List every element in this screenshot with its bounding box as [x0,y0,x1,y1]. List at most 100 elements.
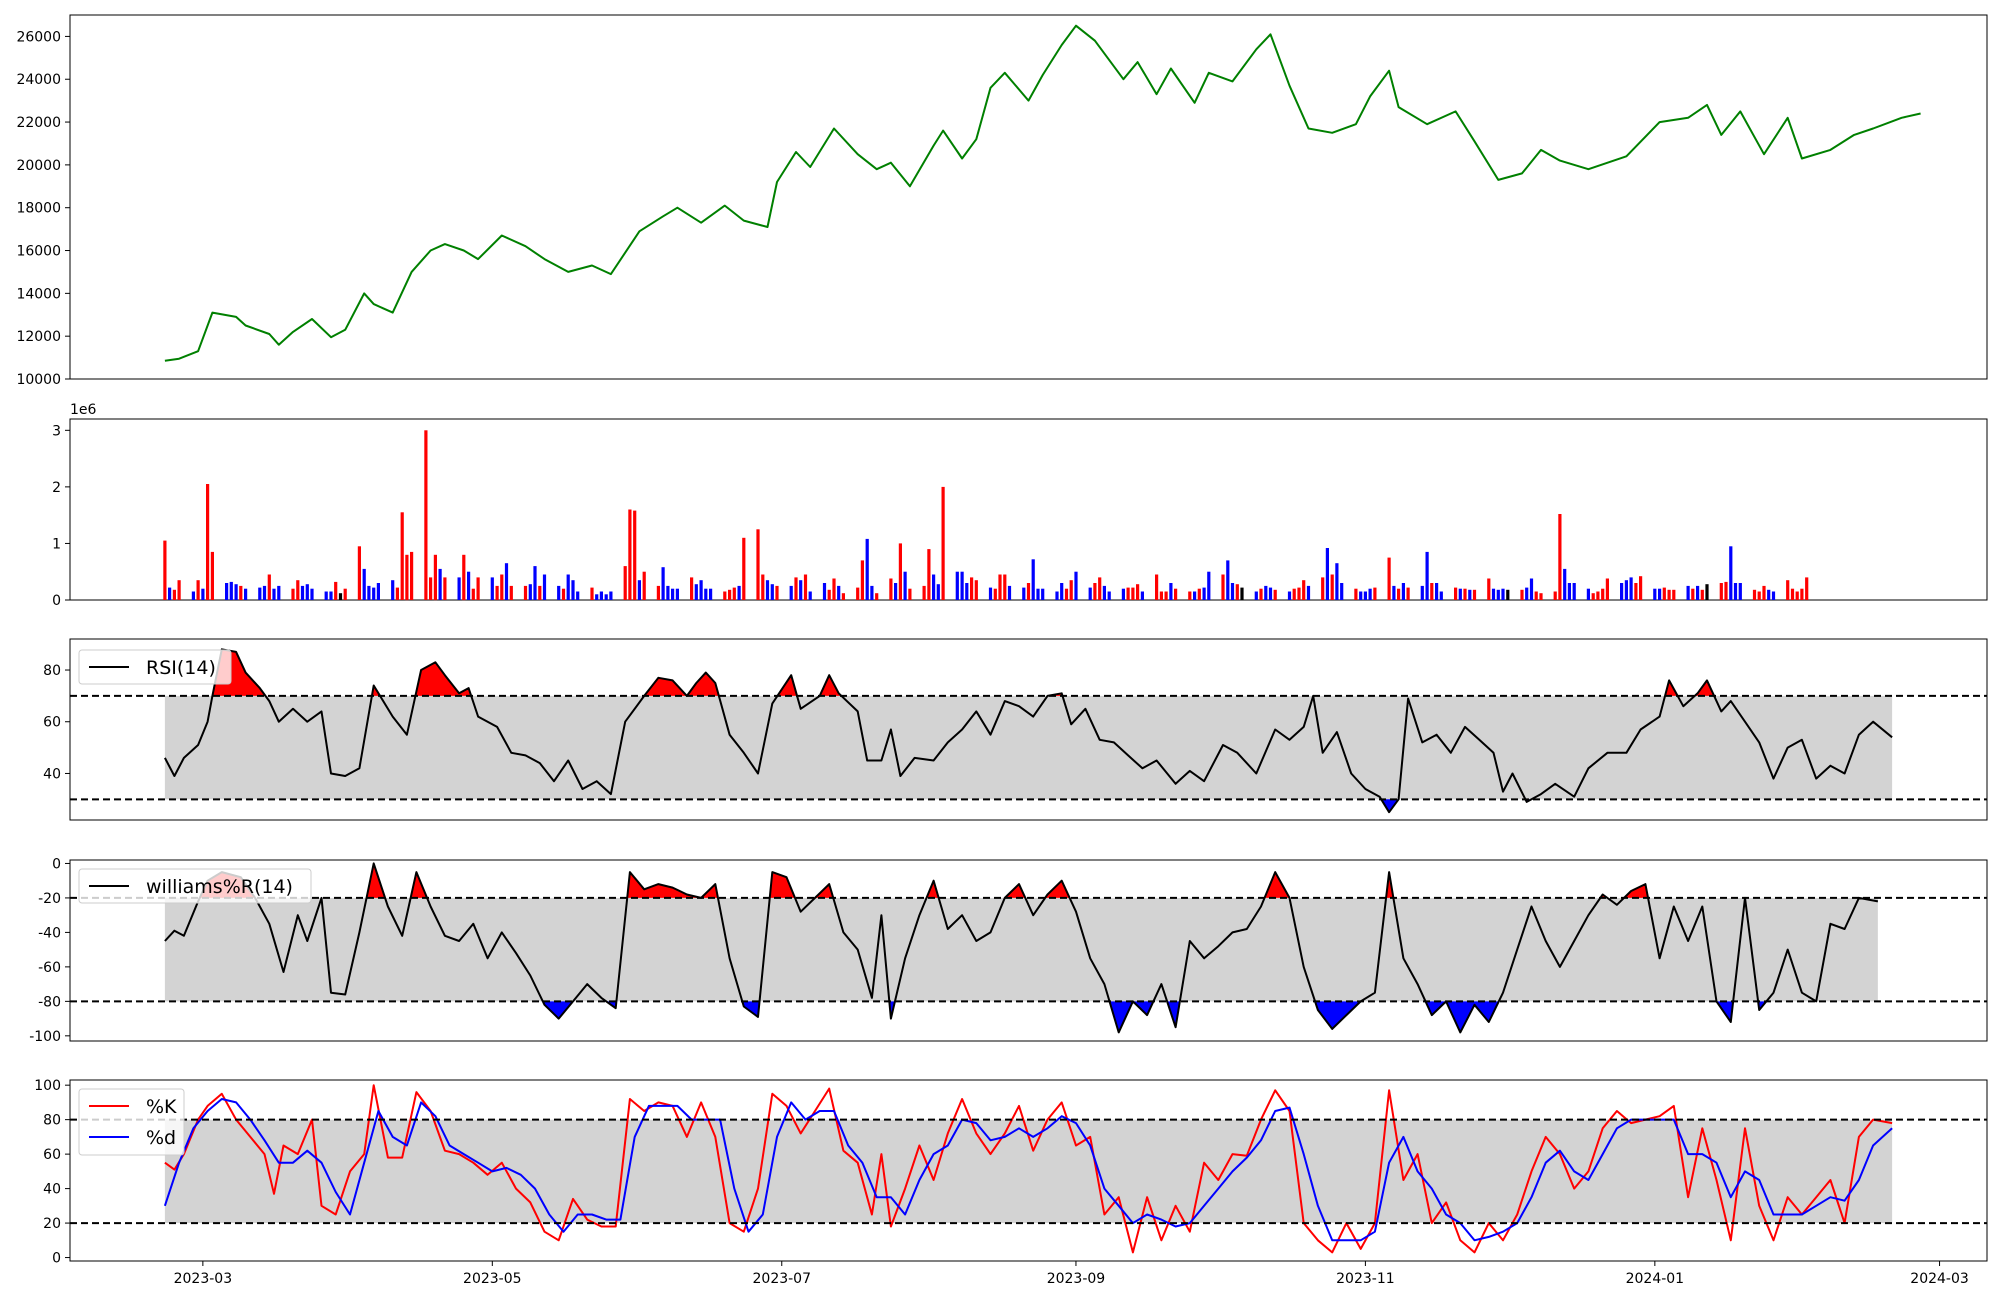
volume-bar-131 [1031,559,1035,600]
volume-bar-60 [561,588,566,600]
x-tick-label-0: 2023-03 [174,1271,233,1287]
price-series [164,24,1921,362]
volume-bar-99 [822,583,827,600]
volume-bar-162 [1235,584,1239,600]
volume-bar-45 [462,554,466,601]
volume-bar-175 [1325,548,1329,600]
williams-series [164,862,1879,1034]
williams-y-axis-tick-label-3: -40 [38,925,61,941]
volume-bar-235 [1724,581,1728,600]
volume-bar-29 [357,546,361,600]
volume-bar-143 [1107,591,1111,600]
volume-bar-187 [1401,583,1405,600]
volume-bar-111 [898,543,902,600]
volume-bar-114 [922,585,926,600]
volume-bar-174 [1321,577,1325,600]
volume-bar-40 [429,577,433,600]
volume-bars [163,430,1809,601]
volume-bar-202 [1501,588,1505,600]
rsi-y-axis-tick-label-2: 80 [43,663,61,679]
x-tick-label-1: 2023-05 [463,1271,522,1287]
volume-bar-139 [1088,587,1092,600]
volume-bar-158 [1207,571,1211,600]
volume-bar-246 [1795,591,1799,600]
volume-bar-231 [1696,585,1700,600]
volume-bar-37 [405,554,409,601]
volume-bar-247 [1800,588,1804,600]
volume-bar-90 [761,574,765,600]
volume-bar-203 [1506,589,1510,600]
volume-bar-138 [1074,571,1078,600]
volume-bar-27 [338,593,343,600]
volume-bar-112 [903,571,907,600]
volume-bar-151 [1164,591,1168,600]
rsi-band-fill [164,695,1893,800]
volume-bar-108 [875,593,879,600]
stochastic-legend-label-k: %K [146,1096,177,1118]
volume-bar-214 [1586,588,1590,600]
volume-bar-107 [870,585,874,600]
volume-bar-248 [1805,577,1809,600]
stochastic-y-axis-tick-label-2: 40 [43,1182,61,1198]
volume-bar-75 [661,567,665,600]
volume-offset-label: 1e6 [70,402,97,418]
volume-bar-149 [1155,574,1159,600]
volume-bar-105 [860,560,864,600]
volume-bar-242 [1767,589,1771,600]
stochastic-d-line [163,1098,1893,1242]
panel-stochastic-frame [69,1079,1988,1262]
volume-y-axis-tick-label-1: 1 [52,536,61,552]
volume-bar-161 [1230,583,1235,600]
volume-bar-86 [732,587,736,600]
stochastic-y-axis: 0 20 40 60 80 100 [34,1078,70,1267]
volume-bar-69 [623,566,627,600]
stochastic-y-axis-tick-label-4: 80 [43,1113,61,1129]
volume-bar-173 [1306,585,1311,600]
volume-bar-25 [329,591,333,600]
volume-bar-229 [1686,585,1690,600]
volume-bar-98 [808,591,812,600]
volume-bar-240 [1757,591,1761,600]
volume-bar-85 [728,589,732,600]
volume-bar-188 [1406,587,1410,600]
volume-bar-179 [1354,588,1358,600]
volume-bar-74 [656,585,660,600]
volume-bar-238 [1738,583,1742,600]
panel-volume: 1e6 0 1 2 3 [52,402,1988,609]
panel-rsi-frame [69,638,1988,821]
williams-band-fill [164,897,1878,1002]
volume-bar-129 [1022,587,1026,600]
volume-bar-120 [960,571,964,600]
volume-bar-182 [1368,588,1372,600]
volume-bar-132 [1036,588,1040,600]
volume-bar-177 [1335,563,1339,600]
volume-bar-50 [495,585,499,600]
volume-bar-209 [1553,591,1557,600]
panel-rsi: 40 60 80 RSI(14) [43,638,1988,821]
volume-bar-150 [1159,591,1163,600]
williams-thresholds [70,896,1987,1003]
volume-bar-43 [443,577,447,600]
williams-y-axis: -100 -80 -60 -40 -20 0 [29,856,70,1045]
volume-bar-102 [837,585,841,600]
volume-bar-192 [1435,583,1439,600]
volume-bar-15 [262,585,267,600]
volume-bar-87 [737,585,741,600]
volume-y-axis-tick-label-2: 2 [52,480,61,496]
volume-bar-137 [1069,580,1073,600]
price-y-axis: 10000 12000 14000 16000 18000 20000 22000 24000… [16,29,70,388]
volume-bar-101 [832,578,836,600]
volume-bar-89 [756,529,760,600]
volume-bar-186 [1397,588,1401,600]
volume-bar-206 [1529,578,1534,600]
volume-bar-190 [1425,551,1429,600]
stochastic-y-axis-tick-label-0: 0 [52,1251,61,1267]
volume-bar-144 [1121,588,1125,600]
volume-bar-212 [1567,583,1571,600]
volume-bar-217 [1601,588,1605,600]
volume-bar-97 [803,574,808,600]
volume-bar-211 [1563,568,1567,600]
volume-bar-109 [889,578,893,600]
volume-bar-92 [770,584,774,600]
